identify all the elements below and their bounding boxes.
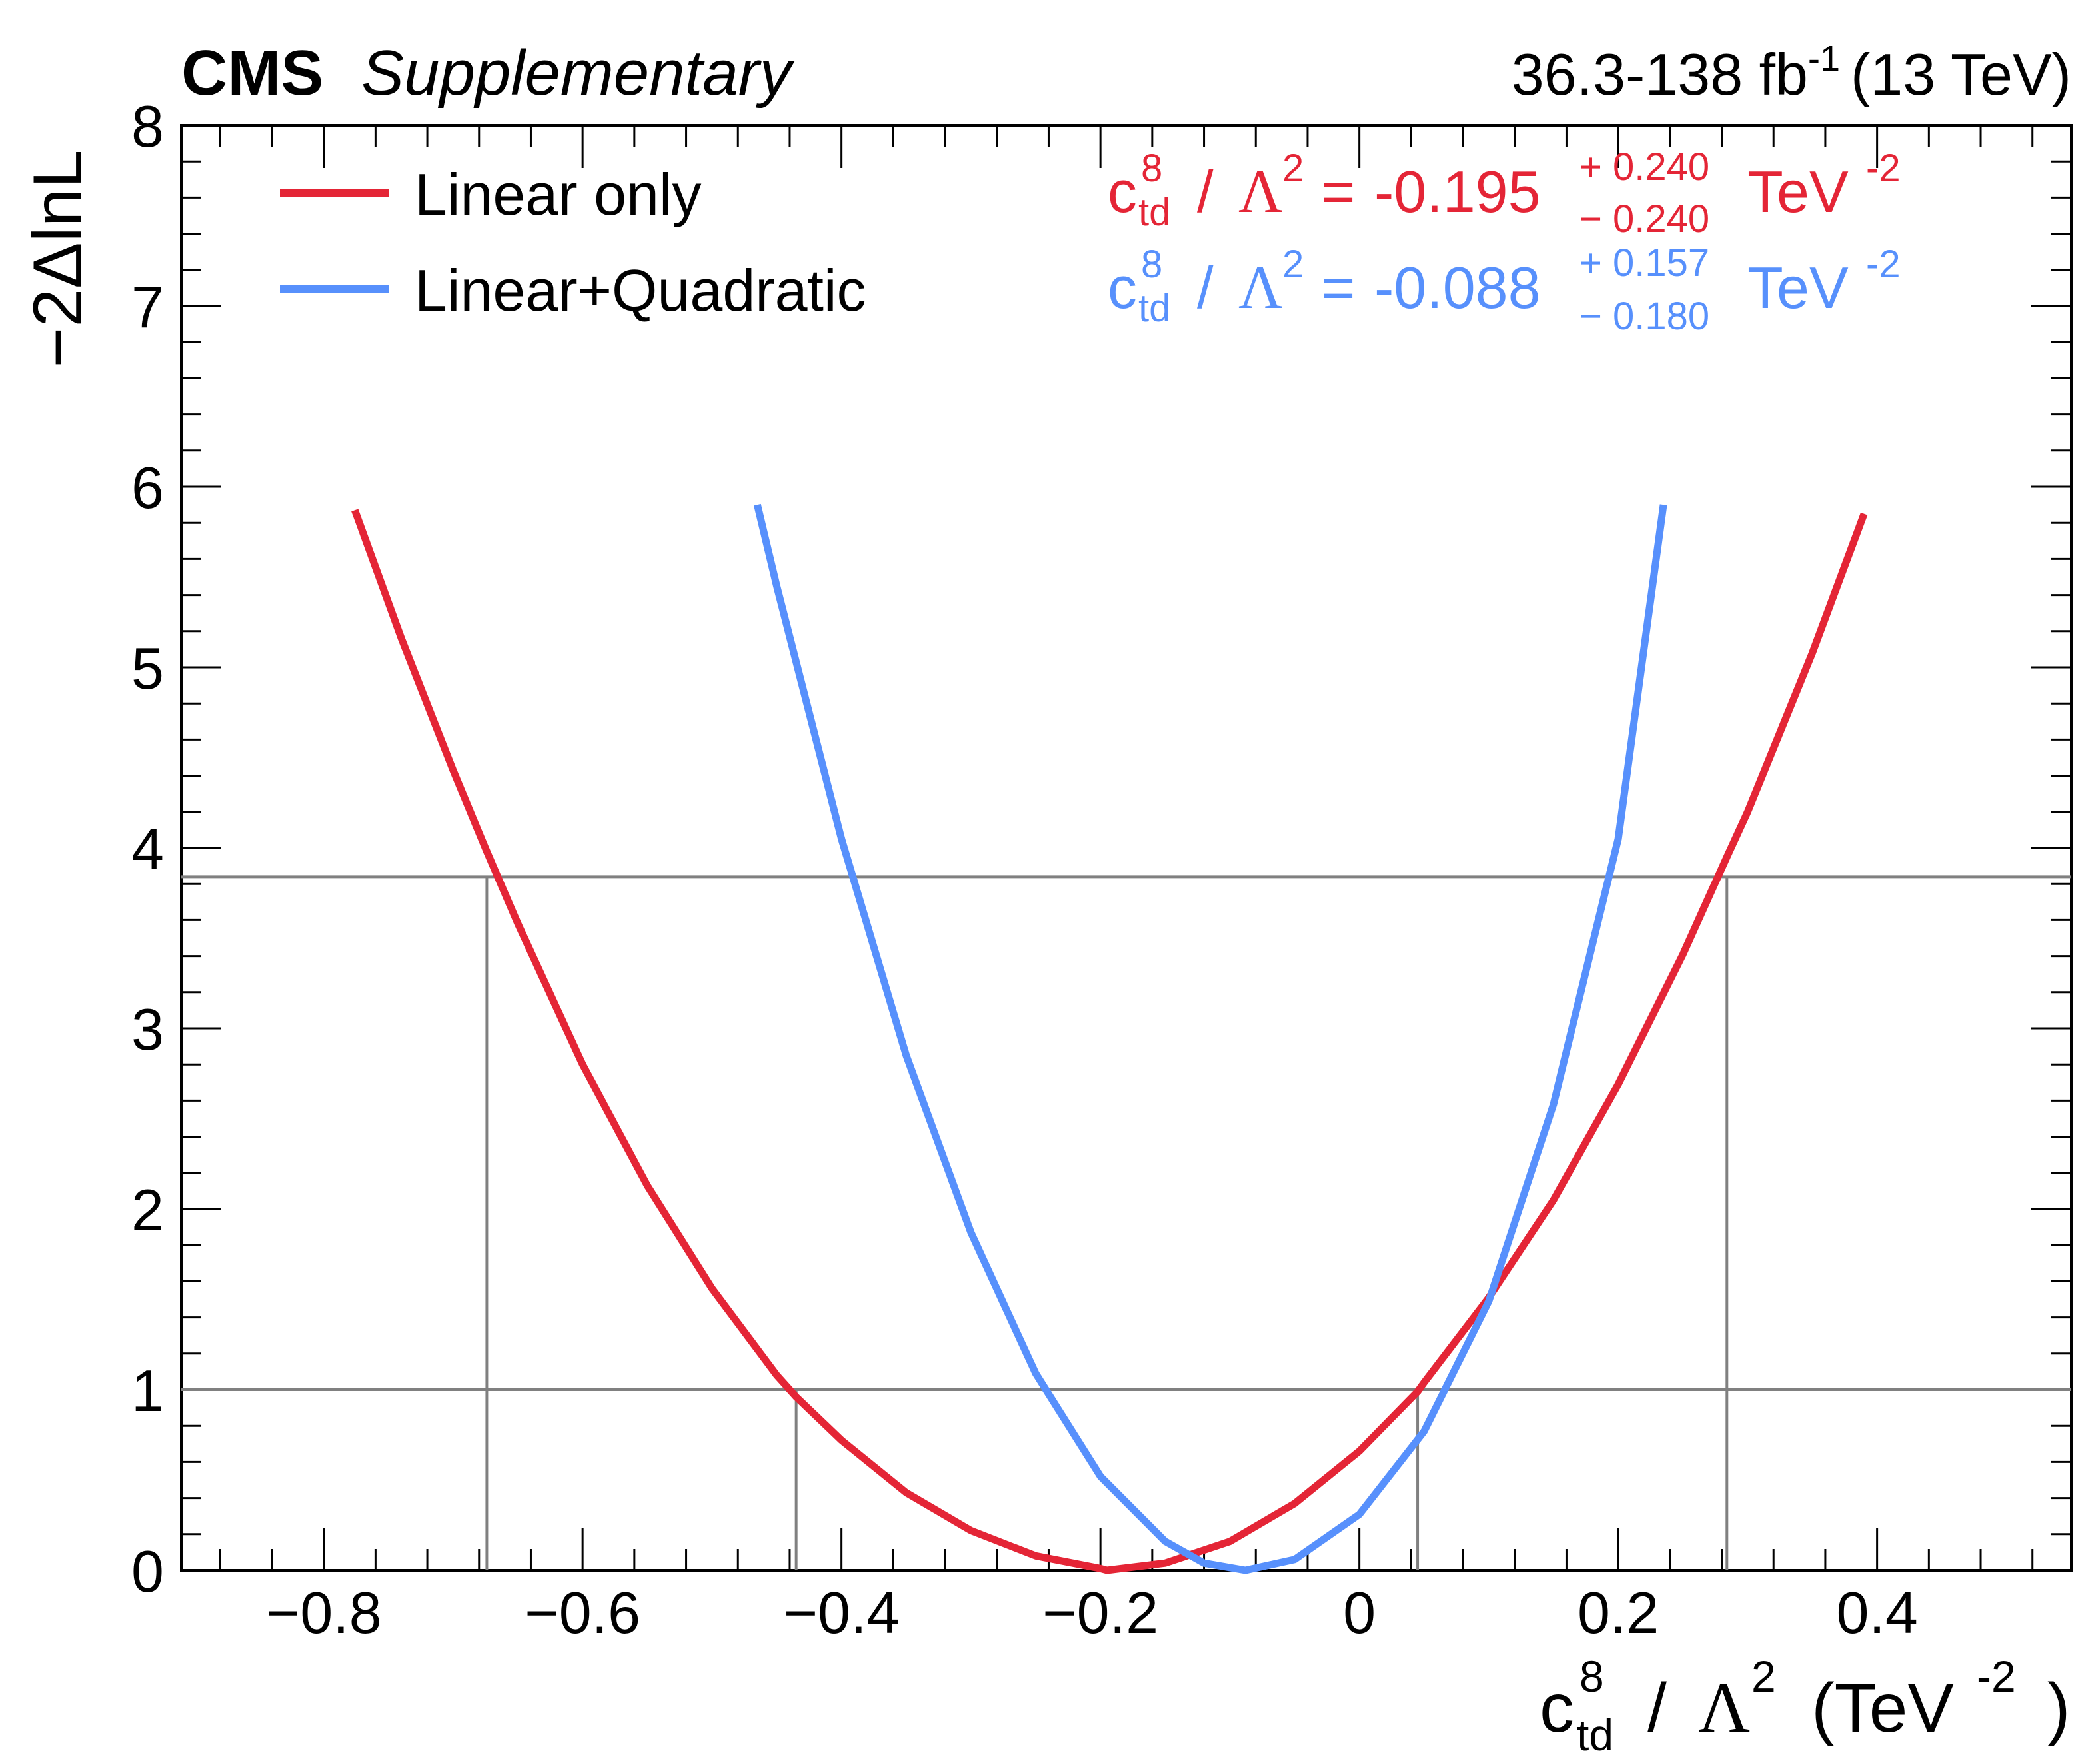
legend: Linear only Linear+Quadratic — [280, 161, 866, 323]
y-tick-label: 1 — [131, 1358, 164, 1424]
best-fit-unit-exp: -2 — [1866, 147, 1901, 190]
luminosity-label: 36.3-138 fb-1 (13 TeV) — [1512, 39, 2071, 107]
best-fit-linear-only: c 8 td / Λ 2 = -0.195 + 0.240 − 0.240 Te… — [1108, 145, 1901, 241]
x-axis-unit-exp: -2 — [1977, 1652, 2016, 1701]
x-axis-label: c 8 td / Λ 2 (TeV -2 ) — [1540, 1652, 2071, 1760]
best-fit-symbol-sub: td — [1138, 287, 1170, 330]
series-line-linear-only — [351, 509, 1868, 1574]
lumi-range: 36.3-138 fb — [1512, 41, 1808, 107]
y-tick-label: 2 — [131, 1177, 164, 1243]
x-axis-symbol-sub: td — [1577, 1710, 1613, 1760]
best-fit-symbol-c: c — [1108, 159, 1137, 225]
best-fit-unit-exp: -2 — [1866, 243, 1901, 286]
x-axis-unit: (TeV — [1811, 1670, 1954, 1747]
best-fit-slash: / — [1197, 255, 1214, 321]
y-tick-label: 7 — [131, 274, 164, 340]
supplementary-label: Supplementary — [361, 37, 795, 109]
x-axis-symbol-c: c — [1540, 1670, 1574, 1747]
y-tick-label: 0 — [131, 1538, 164, 1604]
y-tick-label: 8 — [131, 93, 164, 159]
best-fit-lambda-sup: 2 — [1282, 243, 1304, 286]
best-fit-error-down: − 0.240 — [1579, 197, 1709, 241]
best-fit-unit: TeV — [1747, 159, 1849, 225]
best-fit-symbol-c: c — [1108, 255, 1137, 321]
x-axis-slash: / — [1647, 1670, 1667, 1747]
x-tick-label: 0.2 — [1577, 1580, 1659, 1646]
best-fit-error-up: + 0.157 — [1579, 241, 1709, 285]
x-axis-symbol-sup: 8 — [1579, 1652, 1604, 1701]
x-axis-lambda: Λ — [1698, 1668, 1750, 1748]
y-axis-ticks — [181, 124, 2071, 1572]
x-tick-label: −0.4 — [784, 1580, 900, 1646]
x-axis-unit-close: ) — [2047, 1670, 2071, 1747]
x-tick-label: −0.8 — [266, 1580, 382, 1646]
x-tick-label: 0.4 — [1836, 1580, 1917, 1646]
y-axis-label: −2ΔlnL — [19, 150, 97, 368]
legend-label-linear-quadratic: Linear+Quadratic — [415, 257, 866, 323]
reference-lines — [181, 875, 2071, 1570]
best-fit-lambda-sup: 2 — [1282, 147, 1304, 190]
x-tick-labels: −0.8 −0.6 −0.4 −0.2 0 0.2 0.4 — [266, 1580, 1918, 1646]
likelihood-curves — [351, 503, 1868, 1574]
best-fit-lambda: Λ — [1238, 253, 1283, 321]
x-tick-label: 0 — [1343, 1580, 1376, 1646]
y-tick-label: 3 — [131, 996, 164, 1062]
best-fit-symbol-sup: 8 — [1141, 243, 1162, 286]
y-tick-label: 5 — [131, 635, 164, 701]
x-axis-ticks — [219, 125, 2034, 1570]
lumi-exponent: -1 — [1808, 39, 1840, 79]
best-fit-unit: TeV — [1747, 255, 1849, 321]
energy-label: (13 TeV) — [1851, 41, 2071, 107]
series-line-linear-quadratic — [754, 503, 1667, 1574]
best-fit-symbol-sub: td — [1138, 191, 1170, 234]
best-fit-linear-quadratic: c 8 td / Λ 2 = -0.088 + 0.157 − 0.180 Te… — [1108, 241, 1901, 338]
x-tick-label: −0.6 — [525, 1580, 640, 1646]
best-fit-value: -0.195 — [1374, 159, 1541, 225]
best-fit-symbol-sup: 8 — [1141, 147, 1162, 190]
cms-label: CMS — [181, 37, 323, 109]
y-tick-labels: 0 1 2 3 4 5 6 7 8 — [131, 93, 164, 1604]
x-axis-lambda-sup: 2 — [1751, 1652, 1776, 1701]
y-tick-label: 4 — [131, 816, 164, 882]
best-fit-value: -0.088 — [1374, 255, 1541, 321]
y-tick-label: 6 — [131, 455, 164, 521]
best-fit-error-up: + 0.240 — [1579, 145, 1709, 189]
best-fit-equals: = — [1321, 255, 1355, 321]
best-fit-equals: = — [1321, 159, 1355, 225]
best-fit-lambda: Λ — [1238, 157, 1283, 225]
best-fit-error-down: − 0.180 — [1579, 295, 1709, 338]
legend-label-linear-only: Linear only — [415, 161, 702, 227]
x-tick-label: −0.2 — [1042, 1580, 1158, 1646]
best-fit-slash: / — [1197, 159, 1214, 225]
plot-frame — [180, 124, 2073, 1572]
